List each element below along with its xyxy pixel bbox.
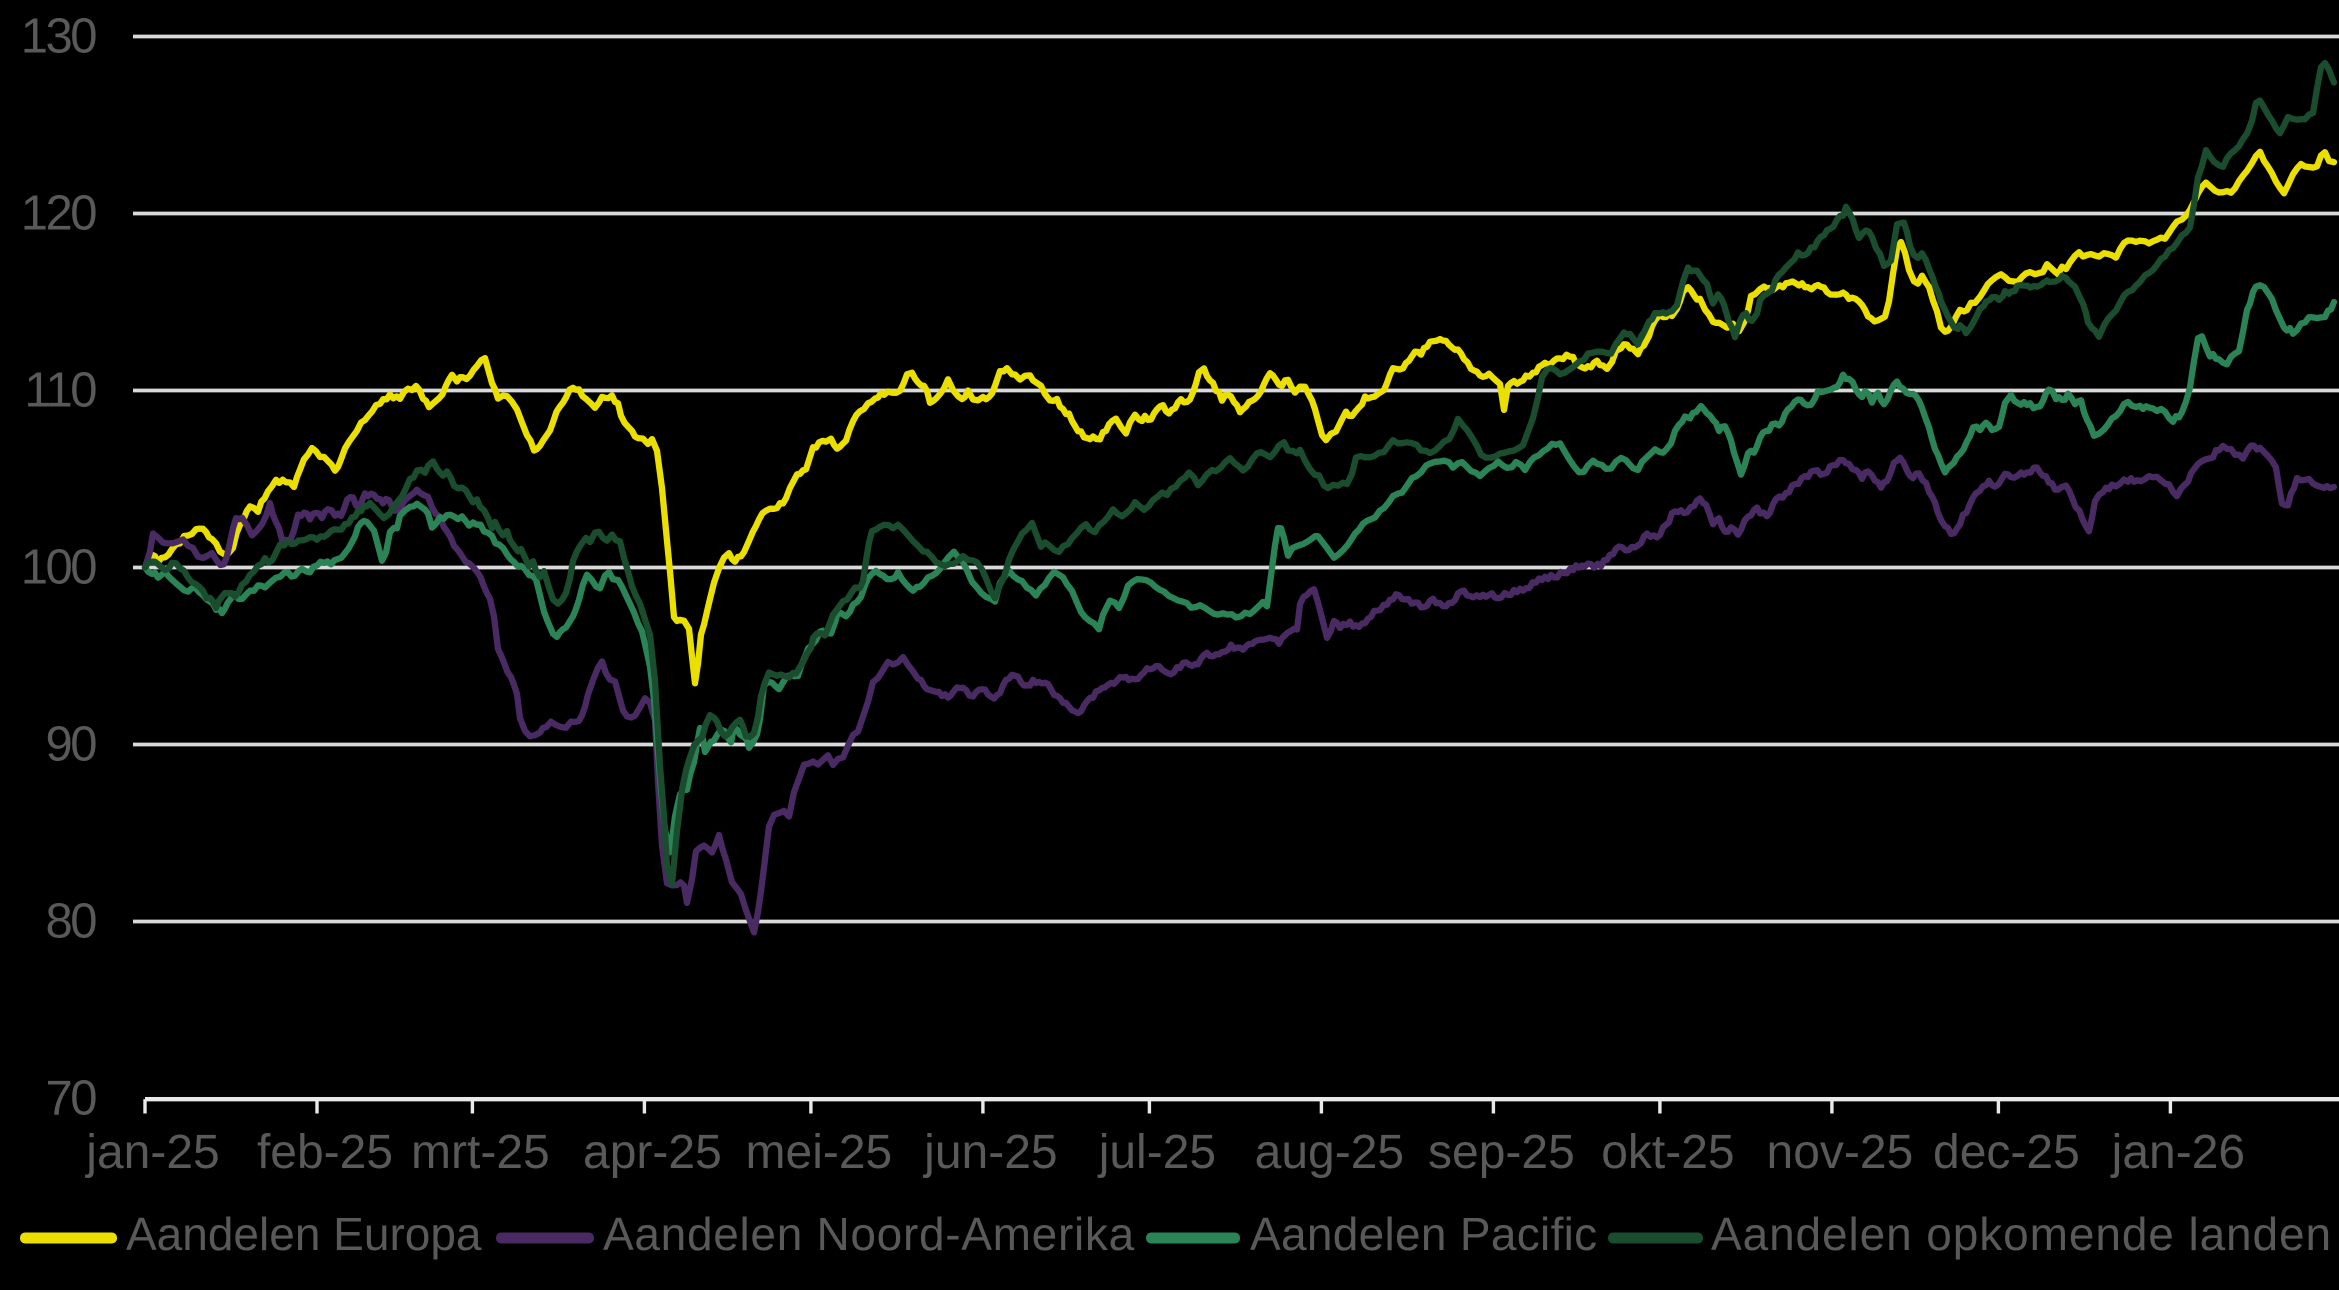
svg-text:110: 110 (24, 364, 96, 418)
svg-text:okt-25: okt-25 (1601, 1126, 1734, 1179)
svg-text:Aandelen Noord-Amerika: Aandelen Noord-Amerika (603, 1208, 1135, 1260)
svg-text:aug-25: aug-25 (1255, 1126, 1404, 1179)
svg-text:sep-25: sep-25 (1428, 1126, 1575, 1179)
svg-text:dec-25: dec-25 (1933, 1126, 2080, 1179)
svg-text:Aandelen Europa: Aandelen Europa (126, 1208, 482, 1260)
svg-text:90: 90 (45, 718, 96, 772)
svg-text:Aandelen Pacific: Aandelen Pacific (1250, 1208, 1597, 1260)
svg-text:jan-26: jan-26 (2110, 1126, 2245, 1179)
svg-text:mrt-25: mrt-25 (411, 1126, 550, 1179)
svg-text:apr-25: apr-25 (583, 1126, 722, 1179)
svg-text:jan-25: jan-25 (84, 1126, 219, 1179)
svg-text:nov-25: nov-25 (1767, 1126, 1914, 1179)
svg-text:Aandelen opkomende landen: Aandelen opkomende landen (1711, 1208, 2332, 1260)
svg-text:jun-25: jun-25 (922, 1126, 1057, 1179)
svg-text:feb-25: feb-25 (257, 1126, 393, 1179)
svg-text:mei-25: mei-25 (746, 1126, 893, 1179)
svg-text:70: 70 (45, 1072, 96, 1126)
svg-text:120: 120 (21, 187, 97, 241)
svg-text:jul-25: jul-25 (1097, 1126, 1216, 1179)
svg-text:80: 80 (45, 895, 96, 949)
svg-text:100: 100 (21, 541, 97, 595)
svg-text:130: 130 (21, 10, 97, 64)
